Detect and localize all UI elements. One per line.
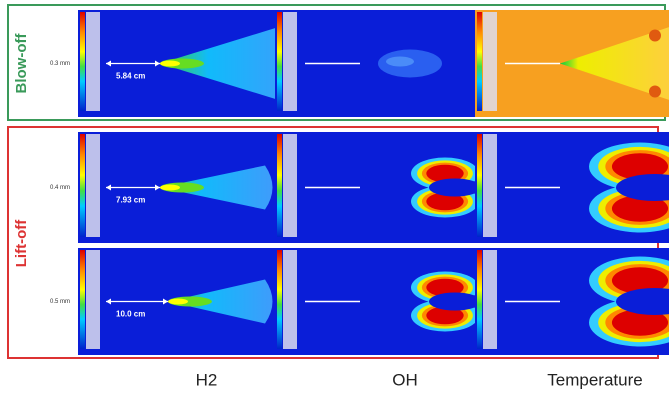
colorbar-ticks (283, 134, 297, 237)
colorbar-ticks (86, 134, 100, 237)
h2-core-hot (160, 60, 180, 67)
panel: 5.84 cm (78, 10, 275, 117)
panel (475, 10, 669, 117)
colorbar (277, 250, 282, 349)
colorbar-ticks (483, 12, 497, 111)
colorbar-ticks (86, 250, 100, 349)
h2-core-hot (160, 184, 180, 191)
distance-label: 5.84 cm (116, 72, 145, 81)
panel: 10.0 cm (78, 248, 275, 355)
gap-label: 0.5 mm (50, 299, 70, 305)
gap-label: 0.3 mm (50, 61, 70, 67)
panel: 7.93 cm (78, 132, 275, 243)
colorbar-ticks (283, 12, 297, 111)
h2-cone (160, 28, 275, 99)
lobe-cut (429, 292, 475, 311)
colorbar (477, 250, 482, 349)
colorbar (277, 12, 282, 111)
colorbar-ticks (283, 250, 297, 349)
colorbar (80, 134, 85, 237)
colorbar-ticks (86, 12, 100, 111)
distance-label: 10.0 cm (116, 310, 145, 319)
lobe (611, 195, 669, 222)
lobe (611, 267, 669, 294)
h2-cone (160, 165, 273, 210)
panel (275, 248, 475, 355)
lobe-cut (616, 174, 669, 201)
column-label: Temperature (547, 370, 642, 389)
colorbar (80, 12, 85, 111)
lobe (426, 192, 464, 211)
colorbar (277, 134, 282, 237)
column-label: OH (392, 370, 418, 389)
h2-core-hot (168, 298, 188, 305)
panel (275, 10, 475, 117)
lobe (426, 164, 464, 183)
distance-label: 7.93 cm (116, 196, 145, 205)
panel (475, 132, 669, 243)
group-label: Blow-off (13, 33, 30, 94)
h2-cone (168, 279, 273, 324)
colorbar (477, 12, 482, 111)
group-label: Lift-off (13, 219, 30, 267)
temp-spot (649, 85, 661, 98)
lobe (611, 153, 669, 180)
temp-spot (649, 29, 661, 42)
colorbar (80, 250, 85, 349)
column-label: H2 (196, 370, 218, 389)
lobe (426, 306, 464, 325)
colorbar-ticks (483, 250, 497, 349)
lobe (426, 278, 464, 297)
lobe-cut (429, 178, 475, 197)
panel (275, 132, 475, 243)
colorbar (477, 134, 482, 237)
colorbar-ticks (483, 134, 497, 237)
lobe-cut (616, 288, 669, 315)
lobe (611, 309, 669, 336)
panel (475, 248, 669, 355)
gap-label: 0.4 mm (50, 185, 70, 191)
temp-cone (560, 27, 669, 100)
oh-blob-in (386, 56, 414, 67)
